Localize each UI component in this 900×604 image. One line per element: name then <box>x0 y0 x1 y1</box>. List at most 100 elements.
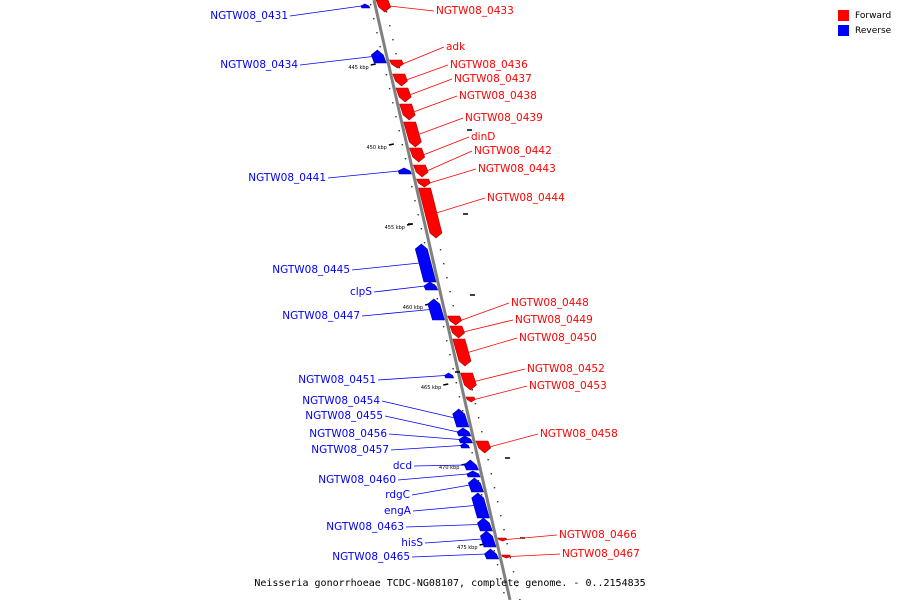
axis-dot <box>493 550 496 552</box>
tick-label: 475 kbp <box>457 545 477 551</box>
gene-block-ngtw08-0456 <box>458 435 473 444</box>
genome-caption: Neisseria gonorrhoeae TCDC-NG08107, comp… <box>254 578 646 589</box>
axis-dot <box>449 354 451 356</box>
gene-leader-ngtw08-0450 <box>467 337 518 353</box>
axis-dot <box>461 410 464 412</box>
axis-dot <box>477 480 480 482</box>
gene-leader-clps <box>373 285 425 293</box>
gene-label-ngtw08-0466: NGTW08_0466 <box>559 529 637 541</box>
axis-dot <box>373 18 375 20</box>
gene-leader-ngtw08-0443 <box>429 168 477 184</box>
gene-label-ngtw08-0457: NGTW08_0457 <box>311 444 389 456</box>
gene-leader-ngtw08-0434 <box>299 56 373 66</box>
gene-label-ngtw08-0458: NGTW08_0458 <box>540 428 618 440</box>
gene-block-ngtw08-0447 <box>427 298 445 321</box>
legend-item-reverse: Reverse <box>838 23 891 38</box>
axis-dot <box>446 277 448 279</box>
axis-dot <box>449 291 451 293</box>
gene-leader-ngtw08-0437 <box>409 78 453 96</box>
axis-dot <box>503 529 505 531</box>
axis-dot <box>481 431 483 433</box>
gene-block-adk <box>389 59 404 69</box>
tick-label: 465 kbp <box>421 385 441 391</box>
reverse-swatch-icon <box>838 25 849 36</box>
gene-leader-ngtw08-0431 <box>289 5 362 17</box>
gene-label-ngtw08-0444: NGTW08_0444 <box>487 192 565 204</box>
gene-label-dcd: dcd <box>393 460 412 472</box>
axis-dot <box>471 389 473 391</box>
gene-block-ngtw08-0449 <box>449 325 465 339</box>
axis-dot <box>392 39 394 41</box>
axis-dot <box>496 501 499 503</box>
gene-leader-ngtw08-0447 <box>361 309 431 317</box>
axis-dot <box>420 228 423 230</box>
gene-block-ngtw08-0431 <box>360 3 371 9</box>
tick-mark <box>388 143 395 146</box>
gene-block-ngtw08-0448 <box>447 315 463 326</box>
axis-dot <box>471 452 473 454</box>
gene-block-ngtw08-0452 <box>460 372 477 391</box>
tick-mark <box>370 63 376 66</box>
gene-label-ngtw08-0455: NGTW08_0455 <box>305 410 383 422</box>
gene-leader-ngtw08-0449 <box>463 319 514 333</box>
axis-dot <box>442 326 445 328</box>
tick-label: 455 kbp <box>385 225 405 231</box>
gene-label-ngtw08-0460: NGTW08_0460 <box>318 474 396 486</box>
gene-leader-ngtw08-0441 <box>327 170 399 179</box>
gene-block-ngtw08-0466 <box>497 537 508 542</box>
axis-dot <box>411 186 413 188</box>
gene-block-ngtw08-0465 <box>484 548 500 560</box>
axis-dot <box>512 571 515 573</box>
axis-dot <box>388 88 391 90</box>
axis-dot <box>398 67 400 69</box>
gene-block-ngtw08-0467 <box>501 554 511 559</box>
gene-leader-ngtw08-0467 <box>510 553 561 557</box>
axis-dot <box>503 592 505 594</box>
axis-dot <box>506 543 508 545</box>
gene-label-ngtw08-0442: NGTW08_0442 <box>474 145 552 157</box>
gene-label-adk: adk <box>446 41 466 53</box>
gene-leader-adk <box>402 46 445 65</box>
axis-dot <box>417 214 419 216</box>
tick-mark <box>443 383 449 386</box>
axis-dot <box>436 298 438 300</box>
gene-label-enga: engA <box>384 505 412 517</box>
legend-label-forward: Forward <box>855 10 892 21</box>
gene-label-ngtw08-0436: NGTW08_0436 <box>450 59 528 71</box>
axis-dot <box>487 459 489 461</box>
axis-dot <box>395 116 397 118</box>
axis-dot <box>439 249 442 251</box>
axis-dot <box>389 25 391 27</box>
axis-dot <box>496 564 499 566</box>
gene-label-ngtw08-0465: NGTW08_0465 <box>332 551 410 563</box>
axis-dot <box>404 158 407 160</box>
gene-block-hiss <box>480 530 497 548</box>
gene-block-ngtw08-0458 <box>475 440 492 454</box>
gene-leader-ngtw08-0451 <box>377 375 446 381</box>
gene-label-ngtw08-0453: NGTW08_0453 <box>529 380 607 392</box>
gene-block-ngtw08-0438 <box>399 103 416 121</box>
axis-dot <box>385 74 388 76</box>
gene-leader-ngtw08-0436 <box>405 64 449 81</box>
gene-leader-rdgc <box>411 484 471 496</box>
gene-label-ngtw08-0448: NGTW08_0448 <box>511 297 589 309</box>
gene-leader-ngtw08-0444 <box>436 197 486 214</box>
gene-block-ngtw08-0441 <box>397 167 412 175</box>
gene-leader-ngtw08-0439 <box>418 117 464 135</box>
gene-leader-ngtw08-0466 <box>506 534 558 540</box>
tick-label: 460 kbp <box>403 305 423 311</box>
gene-leader-ngtw08-0463 <box>405 524 479 528</box>
gene-label-hiss: hisS <box>401 537 423 549</box>
gene-leader-ngtw08-0460 <box>397 473 468 481</box>
gene-leader-dcd <box>413 464 466 467</box>
axis-dot <box>385 11 388 13</box>
axis-dot <box>376 32 378 34</box>
gene-label-ngtw08-0431: NGTW08_0431 <box>210 10 288 22</box>
axis-dot <box>477 417 480 419</box>
gene-label-rdgc: rdgC <box>385 489 410 501</box>
gene-leader-ngtw08-0445 <box>351 262 420 271</box>
tick-label: 470 kbp <box>439 465 459 471</box>
axis-dot <box>392 102 394 104</box>
gene-block-ngtw08-0443 <box>416 178 431 188</box>
